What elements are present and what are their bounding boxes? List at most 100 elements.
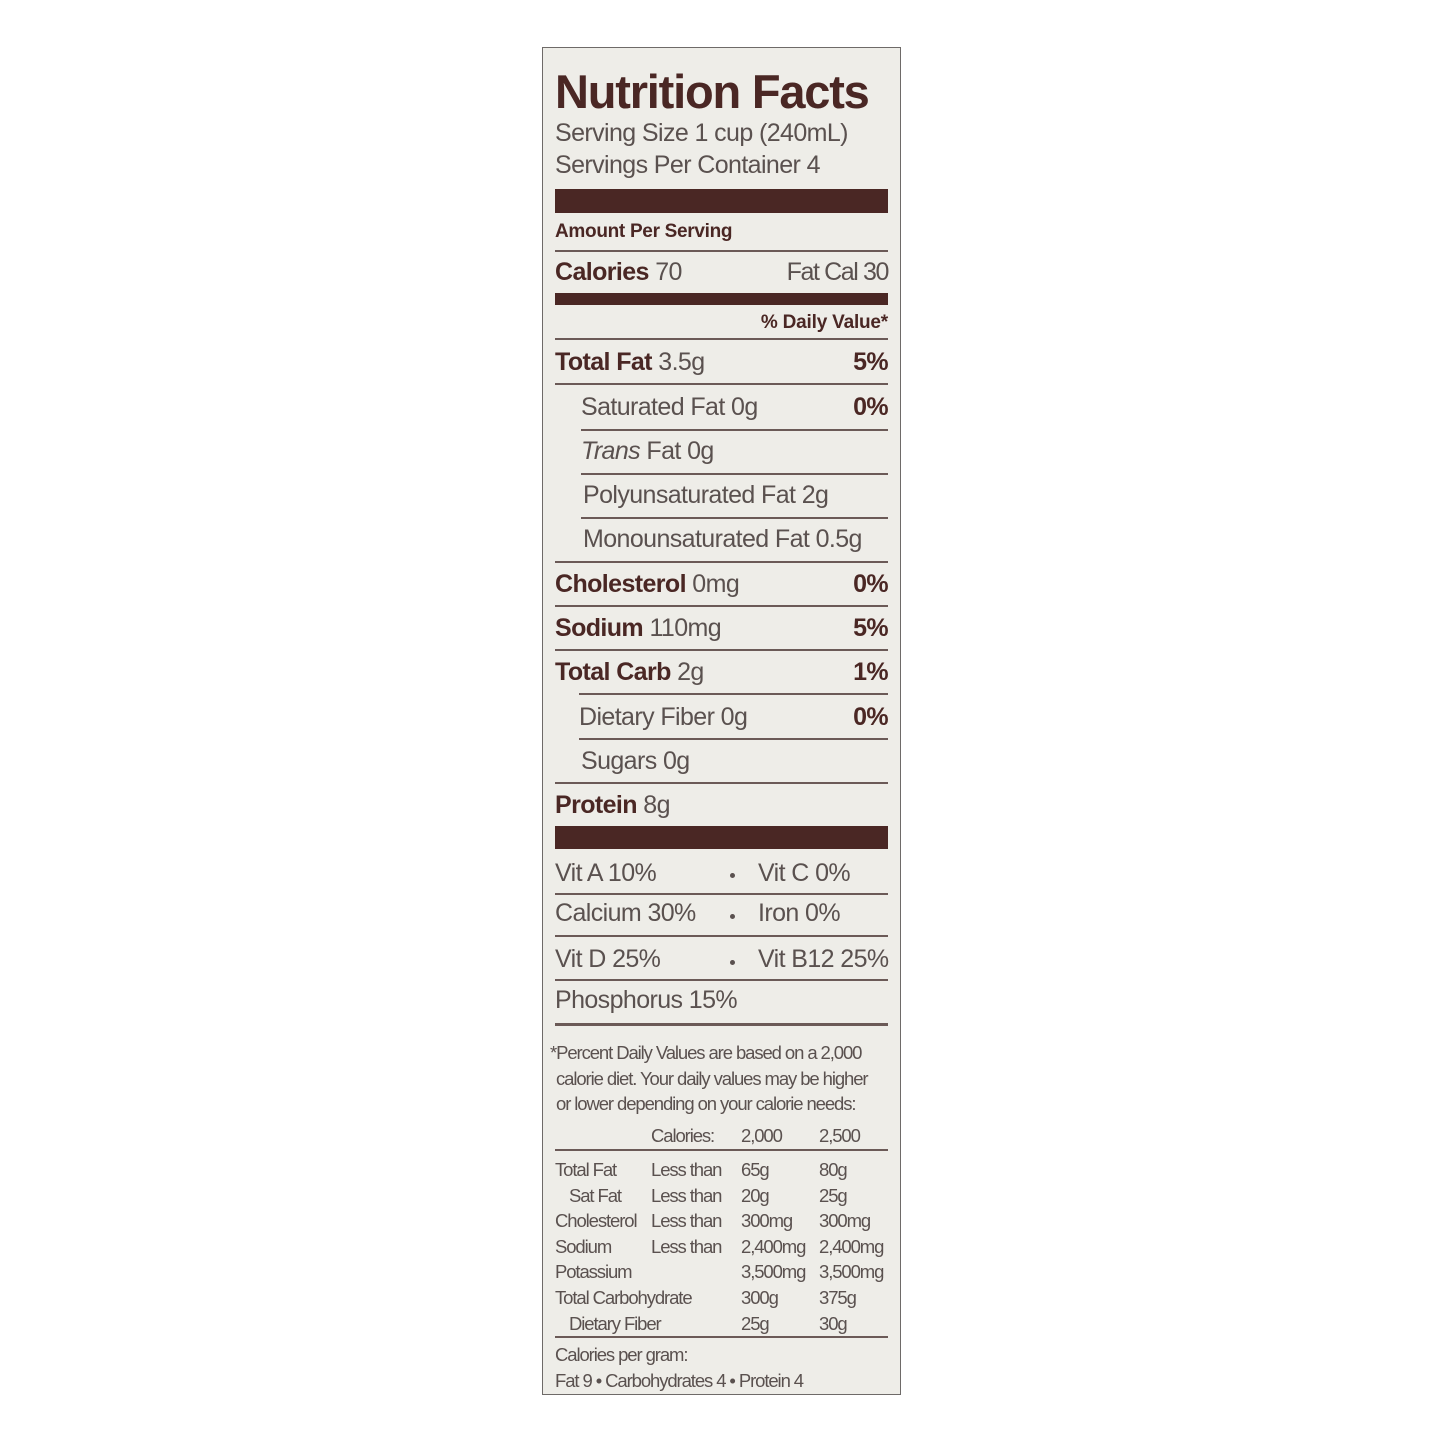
nutrient-dietary-fiber: Dietary Fiber 0g	[579, 703, 748, 732]
nutrient-cholesterol: Cholesterol 0mg	[555, 570, 740, 599]
daily-values-cell-qual: Less than	[651, 1159, 722, 1180]
divider	[581, 517, 888, 519]
nutrient-label: Saturated Fat	[581, 393, 725, 421]
nutrient-label: Cholesterol	[555, 570, 687, 598]
nutrient-protein: Protein 8g	[555, 791, 670, 820]
divider	[555, 782, 888, 784]
daily-values-cell-a: 3,500mg	[741, 1261, 806, 1283]
daily-values-cell-name: Dietary Fiber	[569, 1312, 662, 1334]
nutrient-label: Sodium	[555, 614, 644, 642]
dv-saturated-fat: 0%	[853, 393, 889, 421]
thick-divider	[555, 189, 888, 213]
divider	[555, 649, 888, 651]
nutrient-trans-fat: Trans Fat 0g	[581, 437, 714, 466]
nutrient-label: Trans	[581, 437, 641, 465]
nutrient-label: Total Carb	[555, 658, 671, 686]
calories-label: Calories	[555, 258, 649, 286]
fat-calories: Fat Cal 30	[786, 258, 890, 286]
nutrient-label: Dietary Fiber	[579, 703, 715, 731]
footnote-line: calorie diet. Your daily values may be h…	[556, 1068, 869, 1089]
divider	[555, 250, 888, 252]
daily-values-cell-b: 300mg	[819, 1210, 871, 1232]
daily-values-cell-b: 30g	[819, 1312, 848, 1334]
calcium: Calcium 30%	[555, 899, 696, 927]
daily-values-cell-name: Total Fat	[555, 1159, 617, 1180]
vitamin-d: Vit D 25%	[555, 945, 661, 973]
daily-values-cell-b: 80g	[819, 1159, 848, 1180]
divider	[581, 473, 888, 475]
divider	[555, 893, 888, 895]
divider	[579, 693, 888, 695]
serving-size: Serving Size 1 cup (240mL)	[555, 119, 848, 147]
daily-values-cell-name: Total Carbohydrate	[555, 1287, 693, 1308]
servings-per-container: Servings Per Container 4	[555, 151, 821, 179]
divider	[555, 338, 888, 340]
daily-values-cell-qual: Less than	[651, 1235, 722, 1257]
divider	[555, 1336, 888, 1338]
divider	[555, 1149, 888, 1151]
divider	[555, 561, 888, 563]
daily-value-header: % Daily Value*	[760, 312, 888, 333]
nutrient-total-carb: Total Carb 2g	[555, 658, 704, 687]
bullet-icon	[730, 960, 735, 965]
vitamin-b12: Vit B12 25%	[758, 945, 889, 973]
amount-per-serving: Amount Per Serving	[555, 221, 733, 242]
nutrient-amount: 0g	[720, 703, 748, 731]
iron: Iron 0%	[758, 899, 841, 927]
divider	[579, 738, 888, 740]
divider	[581, 429, 888, 431]
calories-2000: 2,000	[741, 1125, 783, 1146]
nutrient-amount: 0mg	[692, 570, 740, 598]
nutrient-amount: 8g	[643, 791, 670, 819]
nutrient-amount: Fat 0g	[646, 437, 714, 465]
calories-2500: 2,500	[819, 1125, 861, 1146]
dv-cholesterol: 0%	[853, 570, 889, 598]
calories-value: 70	[655, 258, 682, 286]
divider	[555, 979, 888, 981]
nutrient-label: Protein	[555, 791, 638, 819]
daily-values-cell-a: 65g	[741, 1159, 770, 1180]
phosphorus: Phosphorus 15%	[555, 986, 738, 1014]
nutrient-monounsaturated-fat: Monounsaturated Fat 0.5g	[583, 525, 862, 553]
dv-total-fat: 5%	[853, 348, 889, 376]
nutrient-label: Total Fat	[555, 348, 653, 376]
nutrient-amount: 3.5g	[658, 348, 705, 376]
vitamin-c: Vit C 0%	[758, 859, 851, 887]
bullet-icon	[730, 914, 735, 919]
bullet-icon	[730, 873, 735, 878]
daily-values-cell-name: Sat Fat	[569, 1184, 622, 1206]
dv-sodium: 5%	[853, 614, 889, 642]
calories-per-gram-label: Calories per gram:	[555, 1344, 688, 1365]
daily-values-cell-b: 375g	[819, 1287, 857, 1308]
divider	[555, 605, 888, 607]
nutrient-amount: 0g	[731, 393, 758, 421]
calories-row: Calories 70	[555, 258, 682, 287]
divider	[555, 383, 888, 385]
footnote-line: *Percent Daily Values are based on a 2,0…	[550, 1042, 862, 1063]
daily-values-cell-b: 25g	[819, 1184, 848, 1206]
dv-total-carb: 1%	[853, 658, 889, 686]
thick-divider	[555, 826, 888, 849]
daily-values-cell-name: Sodium	[555, 1235, 612, 1257]
nutrient-saturated-fat: Saturated Fat 0g	[581, 393, 758, 422]
nutrient-sodium: Sodium 110mg	[555, 614, 722, 643]
daily-values-cell-qual: Less than	[651, 1184, 722, 1206]
daily-values-cell-name: Cholesterol	[555, 1210, 638, 1232]
nutrient-sugars: Sugars 0g	[581, 747, 690, 775]
daily-values-cell-name: Potassium	[555, 1261, 633, 1283]
label-title: Nutrition Facts	[555, 65, 870, 118]
daily-values-cell-a: 300g	[741, 1287, 779, 1308]
divider	[555, 935, 888, 937]
nutrient-amount: 110mg	[649, 614, 722, 642]
nutrient-total-fat: Total Fat 3.5g	[555, 348, 705, 377]
daily-values-cell-b: 2,400mg	[819, 1235, 884, 1257]
divider	[555, 1023, 888, 1026]
nutrient-polyunsaturated-fat: Polyunsaturated Fat 2g	[583, 481, 829, 509]
medium-divider	[555, 293, 888, 305]
vitamin-a: Vit A 10%	[555, 859, 657, 887]
nutrition-facts-label: Nutrition Facts Serving Size 1 cup (240m…	[542, 47, 901, 1395]
daily-values-cell-b: 3,500mg	[819, 1261, 884, 1283]
nutrient-amount: 2g	[677, 658, 704, 686]
daily-values-cell-a: 20g	[741, 1184, 770, 1206]
footnote-line: or lower depending on your calorie needs…	[556, 1093, 857, 1114]
